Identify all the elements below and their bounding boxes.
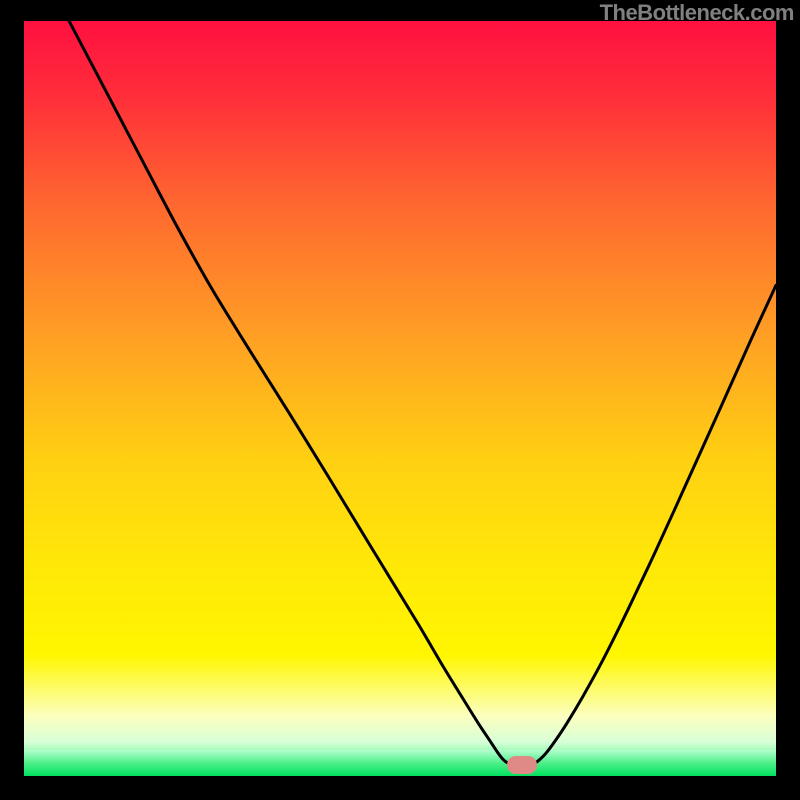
watermark-text: TheBottleneck.com [600, 0, 794, 26]
plot-area [24, 21, 776, 776]
optimum-marker [507, 756, 537, 774]
bottleneck-curve [24, 21, 776, 776]
